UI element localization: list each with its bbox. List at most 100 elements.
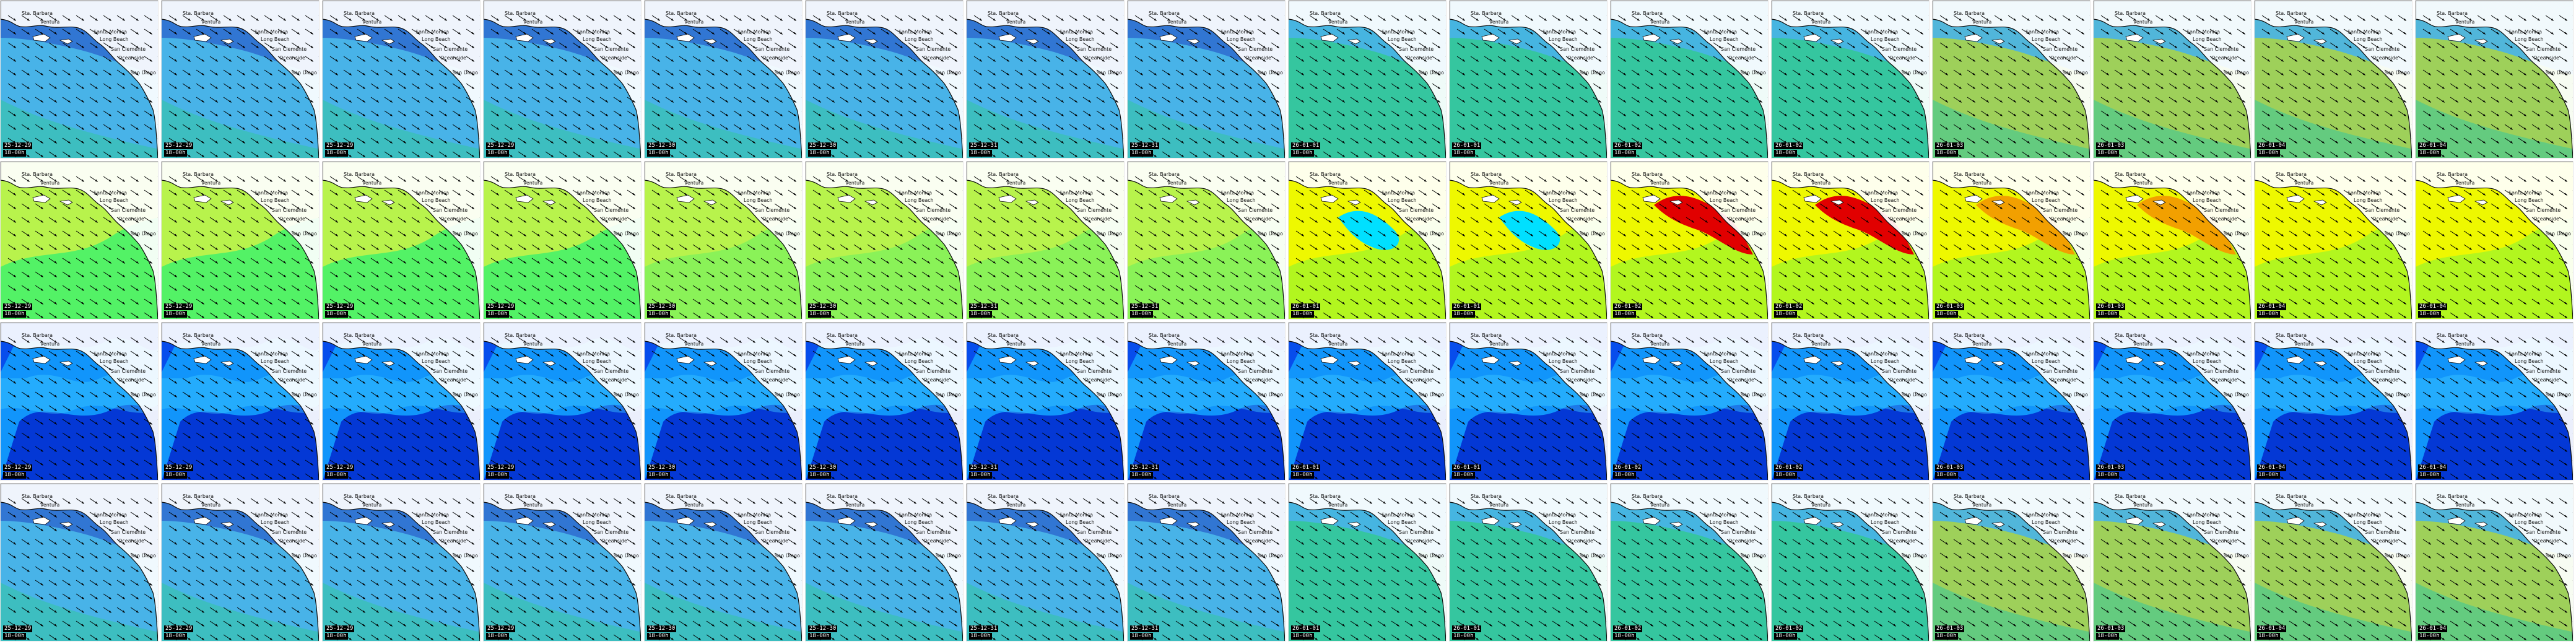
wind-arrows — [7, 498, 158, 640]
forecast-panel-row-3-13[interactable]: Sta. Barbara Ventura Santa Monica Long Beac… — [1932, 322, 2091, 481]
forecast-panel-row-4-5[interactable]: Sta. Barbara Ventura Santa Monica Long Beac… — [644, 483, 803, 642]
forecast-panel-row-3-15[interactable]: Sta. Barbara Ventura Santa Monica Long Beac… — [2254, 322, 2413, 481]
place-label: Santa Monica — [1543, 190, 1577, 196]
forecast-panel-row-1-11[interactable]: Sta. Barbara Ventura Santa Monica Long Beac… — [1610, 0, 1769, 159]
place-label: Oceanside — [279, 377, 305, 383]
map-svg — [967, 1, 1124, 158]
map-svg — [1611, 484, 1768, 641]
forecast-panel-row-2-16[interactable]: Sta. Barbara Ventura Santa Monica Long Beac… — [2415, 161, 2574, 320]
forecast-panel-row-1-13[interactable]: Sta. Barbara Ventura Santa Monica Long Beac… — [1932, 0, 2091, 159]
forecast-panel-row-4-7[interactable]: Sta. Barbara Ventura Santa Monica Long Beac… — [966, 483, 1125, 642]
place-label: Ventura — [1006, 180, 1026, 186]
forecast-panel-row-3-11[interactable]: Sta. Barbara Ventura Santa Monica Long Beac… — [1610, 322, 1769, 481]
forecast-panel-row-2-4[interactable]: Sta. Barbara Ventura Santa Monica Long Beac… — [483, 161, 642, 320]
forecast-panel-row-3-6[interactable]: Sta. Barbara Ventura Santa Monica Long Beac… — [805, 322, 964, 481]
forecast-panel-row-2-12[interactable]: Sta. Barbara Ventura Santa Monica Long Beac… — [1771, 161, 1930, 320]
forecast-panel-row-2-7[interactable]: Sta. Barbara Ventura Santa Monica Long Beac… — [966, 161, 1125, 320]
forecast-panel-row-2-15[interactable]: Sta. Barbara Ventura Santa Monica Long Beac… — [2254, 161, 2413, 320]
forecast-panel-row-3-4[interactable]: Sta. Barbara Ventura Santa Monica Long Beac… — [483, 322, 642, 481]
forecast-panel-row-1-8[interactable]: Sta. Barbara Ventura Santa Monica Long Beac… — [1127, 0, 1286, 159]
place-label: San Clemente — [111, 368, 146, 374]
forecast-panel-row-3-7[interactable]: Sta. Barbara Ventura Santa Monica Long Beac… — [966, 322, 1125, 481]
forecast-panel-row-1-2[interactable]: Sta. Barbara Ventura Santa Monica Long Beac… — [161, 0, 320, 159]
forecast-panel-row-4-11[interactable]: Sta. Barbara Ventura Santa Monica Long Beac… — [1610, 483, 1769, 642]
forecast-panel-row-3-9[interactable]: Sta. Barbara Ventura Santa Monica Long Beac… — [1288, 322, 1447, 481]
map-svg — [1289, 1, 1446, 158]
place-label: Long Beach — [422, 520, 451, 525]
map-svg — [1772, 323, 1929, 480]
forecast-panel-row-4-12[interactable]: Sta. Barbara Ventura Santa Monica Long Beac… — [1771, 483, 1930, 642]
forecast-panel-row-3-10[interactable]: Sta. Barbara Ventura Santa Monica Long Beac… — [1449, 322, 1608, 481]
forecast-panel-row-3-16[interactable]: Sta. Barbara Ventura Santa Monica Long Beac… — [2415, 322, 2574, 481]
forecast-panel-row-4-2[interactable]: Sta. Barbara Ventura Santa Monica Long Beac… — [161, 483, 320, 642]
date-label: 25-12-29 — [164, 303, 194, 310]
forecast-panel-row-4-4[interactable]: Sta. Barbara Ventura Santa Monica Long Beac… — [483, 483, 642, 642]
forecast-panel-row-2-2[interactable]: Sta. Barbara Ventura Santa Monica Long Beac… — [161, 161, 320, 320]
place-label: Sta. Barbara — [22, 494, 53, 499]
place-label: Santa Monica — [1865, 190, 1899, 196]
place-label: San Diego — [453, 392, 478, 398]
forecast-panel-row-3-5[interactable]: Sta. Barbara Ventura Santa Monica Long Beac… — [644, 322, 803, 481]
date-label: 26-01-04 — [2418, 464, 2448, 471]
place-label: San Clemente — [755, 529, 790, 535]
forecast-panel-row-4-8[interactable]: Sta. Barbara Ventura Santa Monica Long Beac… — [1127, 483, 1286, 642]
forecast-panel-row-3-14[interactable]: Sta. Barbara Ventura Santa Monica Long Beac… — [2093, 322, 2252, 481]
forecast-panel-row-2-10[interactable]: Sta. Barbara Ventura Santa Monica Long Beac… — [1449, 161, 1608, 320]
wind-arrows — [7, 15, 158, 157]
place-label: Long Beach — [261, 37, 290, 42]
forecast-panel-row-4-10[interactable]: Sta. Barbara Ventura Santa Monica Long Beac… — [1449, 483, 1608, 642]
forecast-panel-row-1-16[interactable]: Sta. Barbara Ventura Santa Monica Long Beac… — [2415, 0, 2574, 159]
place-label: Oceanside — [1084, 538, 1110, 544]
forecast-panel-row-4-14[interactable]: Sta. Barbara Ventura Santa Monica Long Beac… — [2093, 483, 2252, 642]
forecast-panel-row-4-15[interactable]: Sta. Barbara Ventura Santa Monica Long Beac… — [2254, 483, 2413, 642]
forecast-panel-row-4-13[interactable]: Sta. Barbara Ventura Santa Monica Long Beac… — [1932, 483, 2091, 642]
forecast-panel-row-4-1[interactable]: Sta. Barbara Ventura Santa Monica Long Beac… — [0, 483, 159, 642]
forecast-panel-row-1-1[interactable]: Sta. Barbara Ventura Santa Monica Long Beac… — [0, 0, 159, 159]
place-label: Oceanside — [2372, 377, 2398, 383]
date-label: 26-01-03 — [2096, 464, 2126, 471]
hour-label: 18-00h — [1613, 311, 1636, 318]
place-label: Santa Monica — [899, 351, 933, 357]
forecast-panel-row-2-8[interactable]: Sta. Barbara Ventura Santa Monica Long Beac… — [1127, 161, 1286, 320]
place-label: Santa Monica — [1704, 351, 1738, 357]
forecast-panel-row-1-10[interactable]: Sta. Barbara Ventura Santa Monica Long Beac… — [1449, 0, 1608, 159]
forecast-panel-row-4-6[interactable]: Sta. Barbara Ventura Santa Monica Long Beac… — [805, 483, 964, 642]
forecast-panel-row-2-14[interactable]: Sta. Barbara Ventura Santa Monica Long Beac… — [2093, 161, 2252, 320]
forecast-panel-row-1-9[interactable]: Sta. Barbara Ventura Santa Monica Long Beac… — [1288, 0, 1447, 159]
place-label: Sta. Barbara — [666, 11, 697, 16]
date-label: 26-01-04 — [2418, 142, 2448, 149]
forecast-panel-row-3-2[interactable]: Sta. Barbara Ventura Santa Monica Long Beac… — [161, 322, 320, 481]
forecast-panel-row-1-5[interactable]: Sta. Barbara Ventura Santa Monica Long Beac… — [644, 0, 803, 159]
forecast-panel-row-2-1[interactable]: Sta. Barbara Ventura Santa Monica Long Beac… — [0, 161, 159, 320]
forecast-panel-row-3-12[interactable]: Sta. Barbara Ventura Santa Monica Long Beac… — [1771, 322, 1930, 481]
forecast-panel-row-1-4[interactable]: Sta. Barbara Ventura Santa Monica Long Beac… — [483, 0, 642, 159]
forecast-panel-row-1-7[interactable]: Sta. Barbara Ventura Santa Monica Long Beac… — [966, 0, 1125, 159]
forecast-panel-row-3-3[interactable]: Sta. Barbara Ventura Santa Monica Long Beac… — [322, 322, 481, 481]
date-label: 26-01-02 — [1613, 142, 1643, 149]
forecast-panel-row-2-5[interactable]: Sta. Barbara Ventura Santa Monica Long Beac… — [644, 161, 803, 320]
forecast-panel-row-4-9[interactable]: Sta. Barbara Ventura Santa Monica Long Beac… — [1288, 483, 1447, 642]
forecast-panel-row-4-3[interactable]: Sta. Barbara Ventura Santa Monica Long Beac… — [322, 483, 481, 642]
place-label: San Clemente — [1399, 368, 1434, 374]
forecast-panel-row-3-8[interactable]: Sta. Barbara Ventura Santa Monica Long Beac… — [1127, 322, 1286, 481]
forecast-panel-row-2-13[interactable]: Sta. Barbara Ventura Santa Monica Long Beac… — [1932, 161, 2091, 320]
forecast-panel-row-2-6[interactable]: Sta. Barbara Ventura Santa Monica Long Beac… — [805, 161, 964, 320]
forecast-panel-row-1-15[interactable]: Sta. Barbara Ventura Santa Monica Long Beac… — [2254, 0, 2413, 159]
forecast-panel-row-2-9[interactable]: Sta. Barbara Ventura Santa Monica Long Beac… — [1288, 161, 1447, 320]
place-label: San Clemente — [272, 529, 307, 535]
forecast-panel-row-1-14[interactable]: Sta. Barbara Ventura Santa Monica Long Beac… — [2093, 0, 2252, 159]
forecast-panel-row-1-3[interactable]: Sta. Barbara Ventura Santa Monica Long Beac… — [322, 0, 481, 159]
place-label: Ventura — [1811, 341, 1831, 347]
forecast-panel-row-3-1[interactable]: Sta. Barbara Ventura Santa Monica Long Beac… — [0, 322, 159, 481]
date-label: 25-12-31 — [969, 625, 999, 632]
forecast-panel-row-1-6[interactable]: Sta. Barbara Ventura Santa Monica Long Beac… — [805, 0, 964, 159]
forecast-panel-row-2-3[interactable]: Sta. Barbara Ventura Santa Monica Long Beac… — [322, 161, 481, 320]
forecast-panel-row-1-12[interactable]: Sta. Barbara Ventura Santa Monica Long Beac… — [1771, 0, 1930, 159]
forecast-panel-row-4-16[interactable]: Sta. Barbara Ventura Santa Monica Long Beac… — [2415, 483, 2574, 642]
place-label: Sta. Barbara — [1954, 11, 1985, 16]
place-label: San Diego — [1097, 392, 1122, 398]
wind-arrows — [973, 176, 1124, 318]
forecast-panel-row-2-11[interactable]: Sta. Barbara Ventura Santa Monica Long Beac… — [1610, 161, 1769, 320]
place-label: Long Beach — [744, 37, 773, 42]
